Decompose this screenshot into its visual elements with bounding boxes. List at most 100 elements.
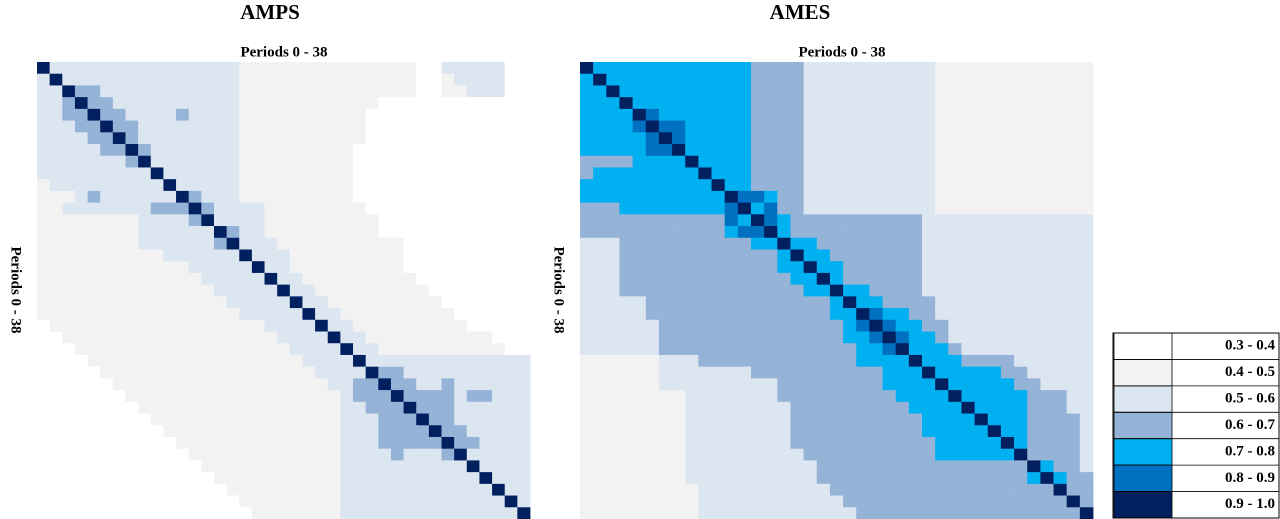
heatmap-cell xyxy=(869,460,883,473)
heatmap-cell xyxy=(685,401,699,414)
heatmap-cell xyxy=(188,167,202,180)
heatmap-cell xyxy=(213,73,228,86)
heatmap-cell xyxy=(441,272,455,286)
heatmap-cell xyxy=(517,167,531,180)
heatmap-cell xyxy=(454,472,468,485)
heatmap-cell xyxy=(1027,73,1041,86)
heatmap-cell xyxy=(816,343,831,356)
heatmap-cell xyxy=(935,507,949,519)
heatmap-cell xyxy=(974,249,989,262)
heatmap-cell xyxy=(961,261,976,274)
heatmap-cell xyxy=(751,378,765,391)
heatmap-cell xyxy=(138,378,152,391)
heatmap-cell xyxy=(948,237,962,250)
heatmap-cell xyxy=(213,226,228,239)
heatmap-cell xyxy=(790,284,805,297)
heatmap-cell xyxy=(479,495,493,508)
heatmap-cell xyxy=(188,190,202,204)
heatmap-cell xyxy=(803,97,818,110)
heatmap-cell xyxy=(829,507,844,519)
heatmap-cell xyxy=(619,425,634,438)
heatmap-cell xyxy=(869,483,883,496)
heatmap-cell xyxy=(74,460,88,473)
heatmap-cell xyxy=(829,108,844,121)
heatmap-cell xyxy=(441,296,455,309)
heatmap-cell xyxy=(1014,472,1028,485)
heatmap-cell xyxy=(829,483,844,496)
heatmap-cell xyxy=(619,190,634,204)
heatmap-cell xyxy=(150,85,164,98)
heatmap-cell xyxy=(672,425,686,438)
heatmap-cell xyxy=(829,319,844,332)
heatmap-cell xyxy=(213,272,228,286)
heatmap-cell xyxy=(353,319,367,332)
heatmap-cell xyxy=(856,120,870,133)
heatmap-cell xyxy=(1040,73,1054,86)
heatmap-cell xyxy=(658,495,673,508)
heatmap-cell xyxy=(201,284,215,297)
heatmap-cell xyxy=(895,62,910,75)
heatmap-cell xyxy=(390,62,404,75)
heatmap-cell xyxy=(289,507,303,519)
heatmap-cell xyxy=(606,425,620,438)
heatmap-cell xyxy=(816,284,831,297)
heatmap-cell xyxy=(672,284,686,297)
heatmap-cell xyxy=(416,472,430,485)
heatmap-cell xyxy=(856,448,870,461)
heatmap-cell xyxy=(935,354,949,368)
heatmap-cell xyxy=(479,132,493,145)
heatmap-cell xyxy=(1040,448,1054,461)
heatmap-cell xyxy=(315,401,329,414)
heatmap-cell xyxy=(176,284,190,297)
heatmap-cell xyxy=(504,390,518,403)
heatmap-cell xyxy=(1000,62,1015,75)
heatmap-cell xyxy=(882,448,897,461)
heatmap-cell xyxy=(922,483,936,496)
heatmap-cell xyxy=(1053,472,1068,485)
heatmap-cell xyxy=(632,343,647,356)
heatmap-cell xyxy=(987,296,1002,309)
heatmap-cell xyxy=(454,73,468,86)
heatmap-cell xyxy=(1040,272,1054,286)
heatmap-cell xyxy=(790,296,805,309)
heatmap-cell xyxy=(764,261,778,274)
heatmap-cell xyxy=(974,73,989,86)
heatmap-cell xyxy=(672,472,686,485)
heatmap-cell xyxy=(764,73,778,86)
heatmap-cell xyxy=(672,507,686,519)
heatmap-cell xyxy=(315,190,329,204)
heatmap-cell xyxy=(1027,179,1041,192)
heatmap-cell xyxy=(504,495,518,508)
heatmap-cell xyxy=(658,132,673,145)
heatmap-cell xyxy=(289,331,303,344)
heatmap-cell xyxy=(504,331,518,344)
heatmap-cell xyxy=(843,261,857,274)
legend-label: 0.7 - 0.8 xyxy=(1225,443,1275,459)
heatmap-cell xyxy=(390,85,404,98)
heatmap-cell xyxy=(922,73,936,86)
heatmap-cell xyxy=(1053,401,1068,414)
heatmap-cell xyxy=(353,179,367,192)
heatmap-cell xyxy=(416,272,430,286)
heatmap-cell xyxy=(428,237,442,250)
heatmap-cell xyxy=(948,308,962,321)
heatmap-cell xyxy=(935,202,949,215)
heatmap-cell xyxy=(593,214,607,227)
heatmap-cell xyxy=(935,308,949,321)
heatmap-cell xyxy=(315,73,329,86)
heatmap-cell xyxy=(454,108,468,121)
heatmap-cell xyxy=(961,401,976,414)
heatmap-cell xyxy=(645,483,660,496)
heatmap-cell xyxy=(645,167,660,180)
heatmap-cell xyxy=(948,155,962,168)
heatmap-cell xyxy=(948,120,962,133)
heatmap-cell xyxy=(49,354,63,368)
heatmap-cell xyxy=(315,390,329,403)
heatmap-cell xyxy=(935,226,949,239)
heatmap-cell xyxy=(302,343,316,356)
legend-label: 0.8 - 0.9 xyxy=(1225,470,1275,486)
heatmap-cell xyxy=(1053,284,1068,297)
heatmap-cell xyxy=(138,179,152,192)
heatmap-cell xyxy=(698,97,712,110)
heatmap-cell xyxy=(37,108,51,121)
